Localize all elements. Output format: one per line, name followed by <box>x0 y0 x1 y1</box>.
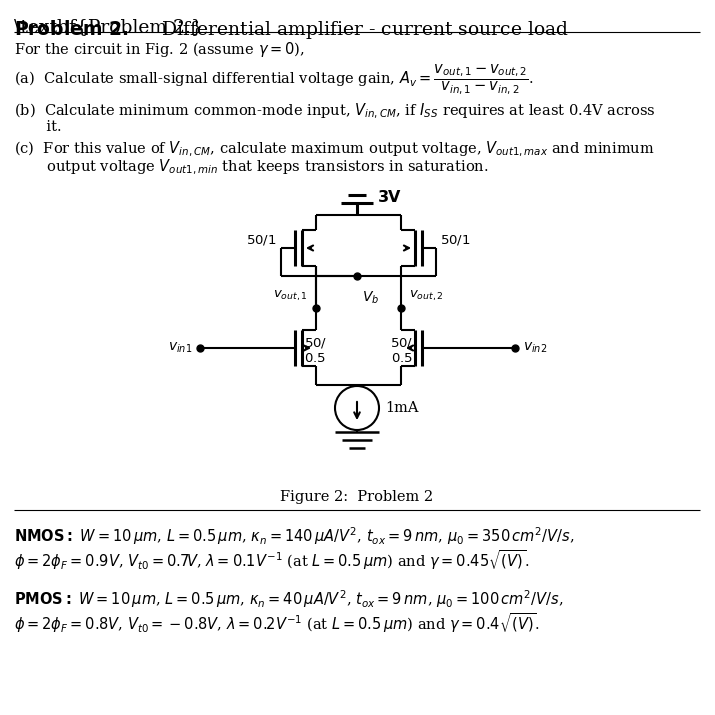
Text: $v_{in2}$: $v_{in2}$ <box>523 341 547 355</box>
Text: Figure 2:  Problem 2: Figure 2: Problem 2 <box>280 490 433 504</box>
Text: $50/$: $50/$ <box>390 336 413 350</box>
Text: $\mathbf{NMOS:}$ $W = 10\,\mu m$, $L = 0.5\,\mu m$, $\kappa_n = 140\,\mu A/V^2$,: $\mathbf{NMOS:}$ $W = 10\,\mu m$, $L = 0… <box>14 525 574 547</box>
Text: 1mA: 1mA <box>385 401 418 415</box>
Text: $v_{in1}$: $v_{in1}$ <box>168 341 192 355</box>
Text: (b)  Calculate minimum common-mode input, $V_{in,CM}$, if $I_{SS}$ requires at l: (b) Calculate minimum common-mode input,… <box>14 102 656 122</box>
Text: (c)  For this value of $V_{in,CM}$, calculate maximum output voltage, $V_{out1,m: (c) For this value of $V_{in,CM}$, calcu… <box>14 140 655 159</box>
Text: For the circuit in Fig. 2 (assume $\gamma = 0$),: For the circuit in Fig. 2 (assume $\gamm… <box>14 40 305 59</box>
Text: $\mathbf{Problem\ 2.}$     Differential amplifier - current source load: $\mathbf{Problem\ 2.}$ Differential ampl… <box>14 18 569 41</box>
Text: $\phi = 2\phi_F = 0.9V$, $V_{t0} = 0.7V$, $\lambda = 0.1V^{-1}$ (at $L = 0.5\,\m: $\phi = 2\phi_F = 0.9V$, $V_{t0} = 0.7V$… <box>14 548 529 572</box>
Text: it.: it. <box>14 120 61 134</box>
Text: $50/$: $50/$ <box>304 336 327 350</box>
Text: $50/1$: $50/1$ <box>247 233 277 247</box>
Text: \textbf{Problem 2.}: \textbf{Problem 2.} <box>14 18 203 36</box>
Text: $\phi = 2\phi_F = 0.8V$, $V_{t0} = -0.8V$, $\lambda = 0.2V^{-1}$ (at $L = 0.5\,\: $\phi = 2\phi_F = 0.8V$, $V_{t0} = -0.8V… <box>14 611 540 635</box>
Text: $0.5$: $0.5$ <box>391 352 413 365</box>
Text: $\mathbf{3V}$: $\mathbf{3V}$ <box>377 189 403 205</box>
Text: $0.5$: $0.5$ <box>304 352 326 365</box>
Text: (a)  Calculate small-signal differential voltage gain, $A_v = \dfrac{v_{out,1}-v: (a) Calculate small-signal differential … <box>14 62 534 96</box>
Text: $V_b$: $V_b$ <box>362 290 379 307</box>
Text: output voltage $V_{out1,min}$ that keeps transistors in saturation.: output voltage $V_{out1,min}$ that keeps… <box>14 158 488 177</box>
Text: $50/1$: $50/1$ <box>440 233 470 247</box>
Text: $v_{out,2}$: $v_{out,2}$ <box>409 289 444 303</box>
Text: $v_{out,1}$: $v_{out,1}$ <box>273 289 308 303</box>
Text: $\mathbf{PMOS:}$ $W = 10\,\mu m$, $L = 0.5\,\mu m$, $\kappa_n = 40\,\mu A/V^2$, : $\mathbf{PMOS:}$ $W = 10\,\mu m$, $L = 0… <box>14 588 563 610</box>
